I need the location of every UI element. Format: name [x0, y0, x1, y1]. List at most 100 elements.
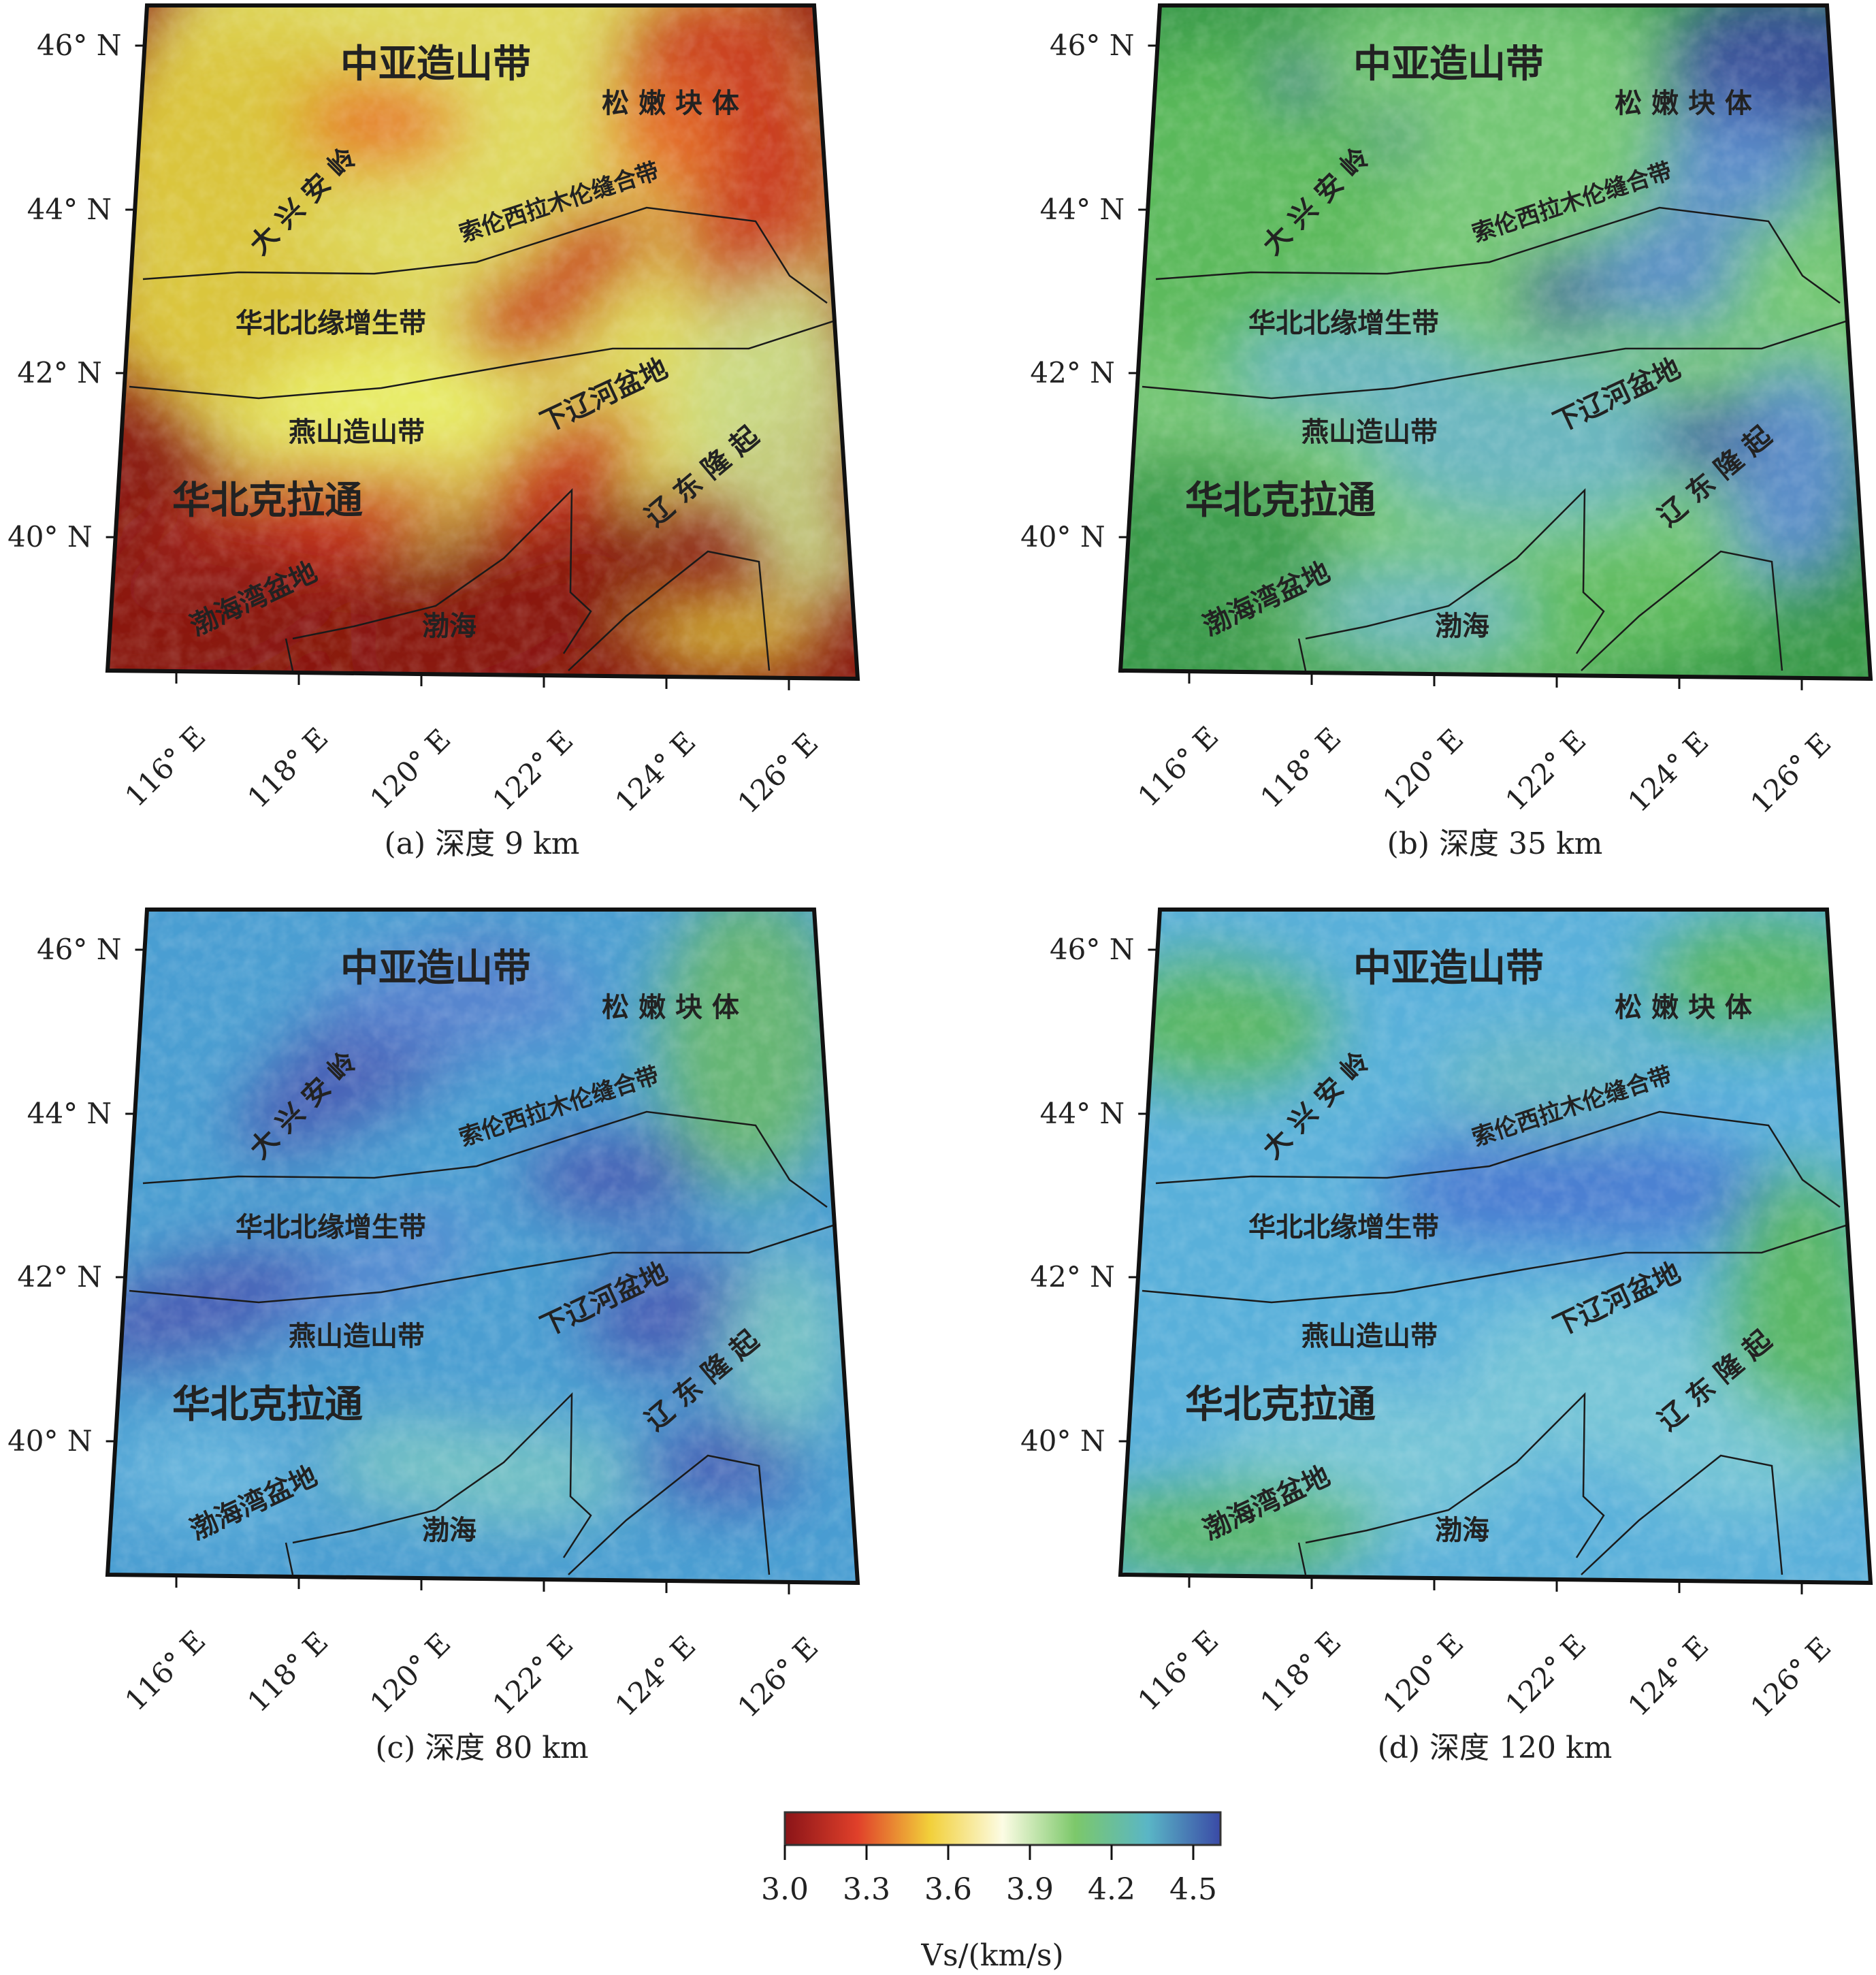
lat-tick-label: 44° N: [1040, 1097, 1125, 1130]
panel-caption: (a) 深度 9 km: [385, 826, 580, 861]
velocity-colorbar: 3.0 3.3 3.6 3.9 4.2 4.5 Vs/(km/s): [761, 1811, 1222, 1973]
velocity-map-c: [108, 910, 858, 1583]
region-label-hbby: 华北北缘增生带: [236, 308, 426, 339]
lon-tick-label: 116° E: [118, 1624, 212, 1717]
relief-texture: [1120, 5, 1871, 679]
lon-tick-label: 116° E: [1131, 1624, 1225, 1717]
lat-tick-label: 42° N: [1030, 1260, 1115, 1294]
region-label-yanshan: 燕山造山带: [289, 417, 425, 448]
lon-tick-label: 122° E: [1499, 1628, 1592, 1721]
region-label-hbklt: 华北克拉通: [172, 479, 363, 523]
tectonic-boundary: [568, 1454, 771, 1575]
map-panel-b: 中亚造山带松 嫩 块 体大 兴 安 岭索伦西拉木伦缝合带华北北缘增生带下辽河盆地…: [1020, 3, 1873, 861]
tectonic-boundary: [1297, 1542, 1307, 1575]
relief-texture: [108, 5, 858, 679]
lat-tick-label: 44° N: [27, 1097, 112, 1130]
tectonic-boundary: [1142, 1223, 1851, 1304]
tectonic-boundary: [1155, 206, 1841, 304]
lon-tick-label: 118° E: [241, 721, 334, 814]
tectonic-boundary: [292, 487, 592, 654]
region-label-hbklt: 华北克拉通: [1185, 1383, 1376, 1427]
lat-tick-label: 46° N: [37, 933, 122, 966]
tectonic-boundary: [568, 550, 771, 671]
tectonic-boundary: [142, 1110, 828, 1208]
colorbar-label: Vs/(km/s): [920, 1938, 1063, 1973]
lon-tick-label: 122° E: [486, 1628, 579, 1721]
tectonic-boundary: [285, 1542, 294, 1575]
map-panel-a: 中亚造山带松 嫩 块 体大 兴 安 岭索伦西拉木伦缝合带华北北缘增生带下辽河盆地…: [7, 3, 860, 861]
lat-tick-label: 40° N: [7, 1424, 93, 1458]
region-label-caob: 中亚造山带: [1353, 42, 1544, 86]
region-label-songnen: 松 嫩 块 体: [602, 88, 739, 119]
relief-texture: [1120, 910, 1871, 1583]
velocity-map-b: [1120, 5, 1871, 679]
tectonic-boundary: [1155, 1110, 1841, 1208]
region-label-caob: 中亚造山带: [340, 42, 531, 86]
region-label-hbklt: 华北克拉通: [172, 1383, 363, 1427]
region-label-bohai: 渤海: [422, 1515, 476, 1546]
tectonic-boundary: [285, 638, 294, 671]
region-label-songnen: 松 嫩 块 体: [602, 992, 739, 1023]
lat-tick-label: 46° N: [37, 29, 122, 62]
lon-tick-label: 120° E: [1376, 1626, 1470, 1720]
lat-tick-label: 46° N: [1050, 933, 1135, 966]
region-label-yanshan: 燕山造山带: [289, 1321, 425, 1352]
colorbar-tick-label: 3.6: [924, 1872, 972, 1907]
lon-tick-label: 118° E: [1254, 721, 1347, 814]
region-label-songnen: 松 嫩 块 体: [1615, 88, 1752, 119]
lon-tick-label: 118° E: [241, 1625, 334, 1718]
tectonic-boundary: [292, 1392, 592, 1558]
lon-tick-label: 122° E: [486, 724, 579, 817]
region-label-caob: 中亚造山带: [1353, 946, 1544, 991]
region-label-hbby: 华北北缘增生带: [1248, 1212, 1439, 1243]
colorbar-tick-label: 4.2: [1088, 1872, 1135, 1907]
lon-tick-label: 120° E: [1376, 722, 1470, 816]
velocity-map-a: [108, 5, 858, 679]
lat-tick-label: 42° N: [17, 1260, 102, 1294]
lon-tick-label: 124° E: [609, 725, 702, 818]
tectonic-boundary: [129, 1223, 838, 1304]
tectonic-boundary: [129, 319, 838, 400]
tectonic-boundary: [1305, 487, 1605, 654]
lat-tick-label: 40° N: [1020, 520, 1105, 553]
region-label-bohai: 渤海: [1435, 611, 1489, 642]
lon-tick-label: 126° E: [731, 726, 824, 820]
colorbar-bar: [783, 1811, 1222, 1846]
tectonic-boundary: [1142, 319, 1851, 400]
velocity-map-d: [1120, 910, 1871, 1583]
panel-caption: (b) 深度 35 km: [1387, 826, 1603, 861]
lon-tick-label: 120° E: [363, 722, 457, 816]
colorbar-tick-label: 3.3: [843, 1872, 890, 1907]
lat-tick-label: 40° N: [7, 520, 93, 553]
lon-tick-label: 126° E: [1744, 726, 1837, 820]
map-frame: [1118, 3, 1873, 681]
colorbar-tick-label: 4.5: [1169, 1872, 1217, 1907]
lon-tick-label: 124° E: [1621, 1629, 1715, 1722]
region-label-hbby: 华北北缘增生带: [236, 1212, 426, 1243]
lon-tick-label: 120° E: [363, 1626, 457, 1720]
map-panel-d: 中亚造山带松 嫩 块 体大 兴 安 岭索伦西拉木伦缝合带华北北缘增生带下辽河盆地…: [1020, 908, 1873, 1765]
map-frame: [105, 908, 860, 1586]
region-label-caob: 中亚造山带: [340, 946, 531, 991]
tectonic-boundary: [1297, 638, 1307, 671]
panel-caption: (d) 深度 120 km: [1378, 1731, 1613, 1765]
region-label-bohai: 渤海: [422, 611, 476, 642]
lon-tick-label: 124° E: [609, 1629, 702, 1722]
region-label-yanshan: 燕山造山带: [1301, 417, 1438, 448]
tectonic-boundary: [1305, 1392, 1605, 1558]
region-label-songnen: 松 嫩 块 体: [1615, 992, 1752, 1023]
lon-tick-label: 122° E: [1499, 724, 1592, 817]
tectonic-boundary: [1581, 550, 1783, 671]
tectonic-boundary: [142, 206, 828, 304]
tectonic-boundary: [1581, 1454, 1783, 1575]
lat-tick-label: 40° N: [1020, 1424, 1105, 1458]
colorbar-tick-label: 3.0: [761, 1872, 809, 1907]
region-label-hbklt: 华北克拉通: [1185, 479, 1376, 523]
lon-tick-label: 126° E: [1744, 1631, 1837, 1724]
relief-texture: [108, 910, 858, 1583]
lat-tick-label: 44° N: [1040, 193, 1125, 226]
lat-tick-label: 44° N: [27, 193, 112, 226]
colorbar-tick-label: 3.9: [1006, 1872, 1054, 1907]
lon-tick-label: 126° E: [731, 1631, 824, 1724]
